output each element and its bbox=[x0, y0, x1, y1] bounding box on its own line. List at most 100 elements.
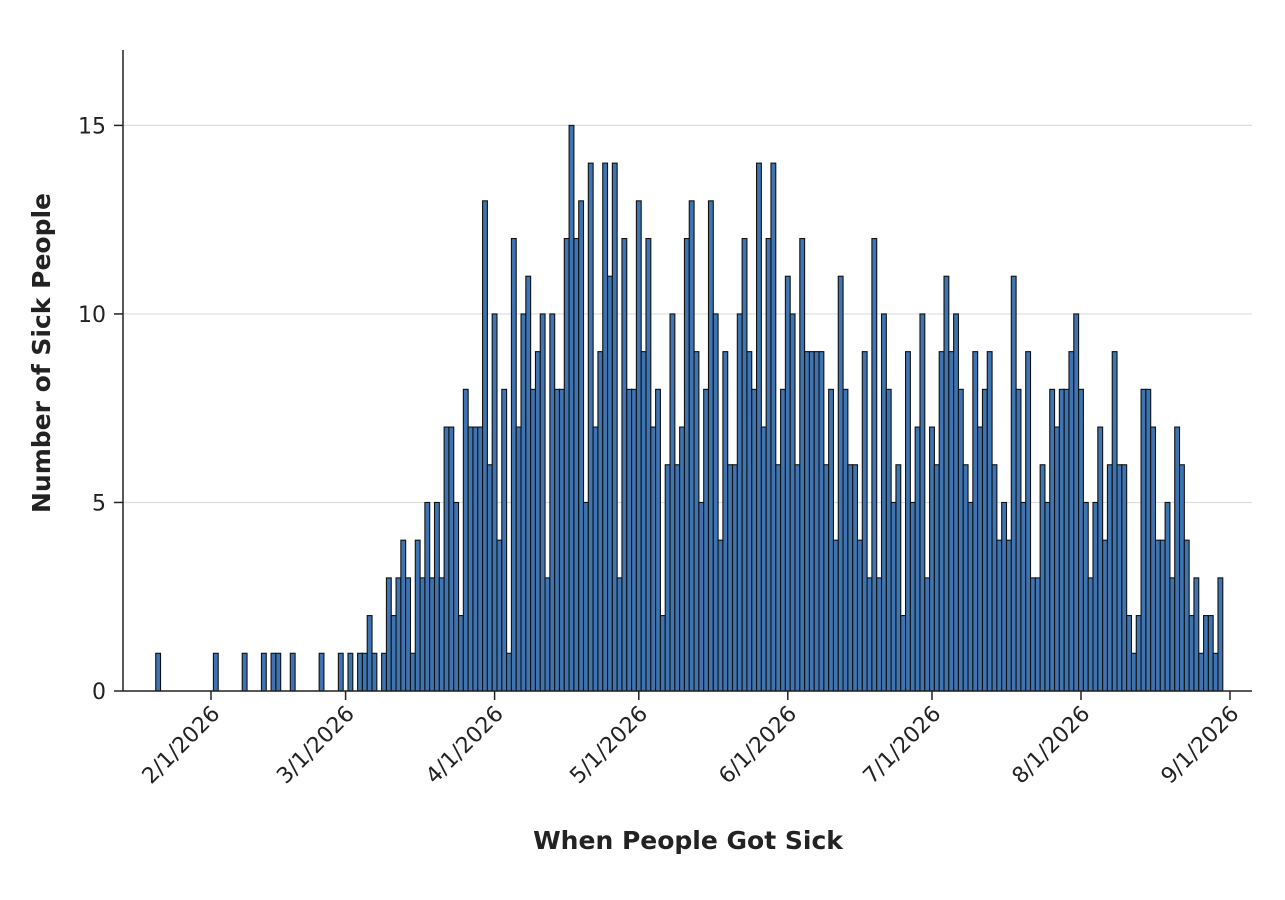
bar bbox=[1203, 615, 1209, 692]
bar bbox=[808, 351, 815, 692]
bar bbox=[981, 388, 988, 692]
x-tick-label: 8/1/2026 bbox=[1008, 702, 1096, 790]
bar bbox=[578, 200, 585, 692]
bar bbox=[534, 351, 541, 692]
bar bbox=[1174, 426, 1181, 692]
bar bbox=[707, 200, 714, 692]
bar bbox=[943, 275, 950, 692]
y-tick-label: 15 bbox=[78, 114, 106, 139]
bar bbox=[443, 426, 450, 692]
bar bbox=[1097, 426, 1104, 692]
bar bbox=[1020, 501, 1027, 692]
bar bbox=[1150, 426, 1157, 692]
bar bbox=[832, 539, 839, 692]
bar bbox=[155, 652, 162, 692]
bar bbox=[1212, 652, 1219, 692]
bar bbox=[405, 577, 412, 692]
bar bbox=[626, 388, 633, 692]
bar bbox=[799, 237, 806, 692]
bar bbox=[1025, 351, 1032, 692]
bar bbox=[1126, 615, 1133, 692]
bar bbox=[962, 464, 969, 692]
bar bbox=[453, 501, 460, 692]
bar bbox=[270, 652, 277, 692]
bar bbox=[544, 577, 551, 692]
bar bbox=[866, 577, 873, 692]
bar bbox=[496, 539, 503, 692]
bar bbox=[472, 426, 479, 692]
bar bbox=[1159, 539, 1166, 692]
bar bbox=[1044, 501, 1051, 692]
bar bbox=[260, 652, 267, 692]
bar bbox=[1063, 388, 1070, 692]
bar bbox=[895, 464, 902, 692]
bar bbox=[751, 388, 758, 692]
bar bbox=[755, 162, 762, 692]
bar bbox=[611, 162, 618, 692]
bar bbox=[530, 388, 536, 692]
bar bbox=[837, 275, 844, 692]
bar bbox=[1140, 388, 1147, 692]
bar bbox=[587, 162, 594, 692]
bar bbox=[1039, 464, 1046, 692]
bar bbox=[1121, 464, 1128, 692]
bar bbox=[703, 388, 710, 692]
x-tick-label: 5/1/2026 bbox=[565, 702, 653, 790]
bar bbox=[909, 501, 916, 692]
bar bbox=[400, 539, 407, 692]
bar bbox=[640, 351, 647, 692]
bar bbox=[1169, 577, 1176, 692]
y-axis-title: Number of Sick People bbox=[27, 193, 56, 513]
bar bbox=[905, 351, 911, 692]
bar bbox=[635, 200, 642, 692]
bar bbox=[631, 388, 637, 692]
bar bbox=[1154, 539, 1161, 692]
bar bbox=[573, 237, 580, 692]
bar bbox=[996, 539, 1003, 692]
bar bbox=[347, 652, 354, 692]
bar-series bbox=[155, 124, 1224, 692]
bar bbox=[972, 351, 979, 692]
bar bbox=[919, 313, 926, 692]
bar bbox=[414, 539, 421, 692]
bar bbox=[847, 464, 854, 692]
bar bbox=[515, 426, 522, 692]
bar bbox=[582, 501, 589, 692]
bar bbox=[924, 577, 931, 692]
bar bbox=[731, 464, 738, 692]
bar bbox=[592, 426, 599, 692]
bar bbox=[880, 313, 887, 692]
x-tick-label: 6/1/2026 bbox=[714, 702, 802, 790]
bar bbox=[712, 313, 719, 692]
bar bbox=[967, 501, 974, 692]
bar bbox=[357, 652, 363, 692]
bar bbox=[650, 426, 657, 692]
bar bbox=[1217, 577, 1224, 692]
bar bbox=[597, 351, 604, 692]
bar bbox=[539, 313, 546, 692]
bar bbox=[861, 351, 868, 692]
bar bbox=[1135, 615, 1142, 692]
y-tick-label: 10 bbox=[78, 303, 106, 328]
axes bbox=[122, 50, 1252, 692]
bar bbox=[424, 501, 431, 692]
bar bbox=[789, 313, 796, 692]
bar bbox=[698, 501, 705, 692]
bar bbox=[395, 577, 402, 692]
bar bbox=[1116, 464, 1123, 692]
x-tick-label: 4/1/2026 bbox=[421, 702, 509, 790]
bar bbox=[659, 615, 666, 692]
bar bbox=[1193, 577, 1200, 692]
bar bbox=[525, 275, 532, 692]
bar bbox=[765, 237, 772, 692]
bar bbox=[433, 501, 440, 692]
bar bbox=[486, 464, 493, 692]
bar bbox=[429, 577, 436, 692]
bar bbox=[289, 652, 296, 692]
bar bbox=[477, 426, 484, 692]
bar bbox=[385, 577, 392, 692]
bar bbox=[1106, 464, 1113, 692]
bar bbox=[871, 237, 878, 692]
x-tick-label: 2/1/2026 bbox=[138, 702, 226, 790]
bar bbox=[1001, 501, 1008, 692]
